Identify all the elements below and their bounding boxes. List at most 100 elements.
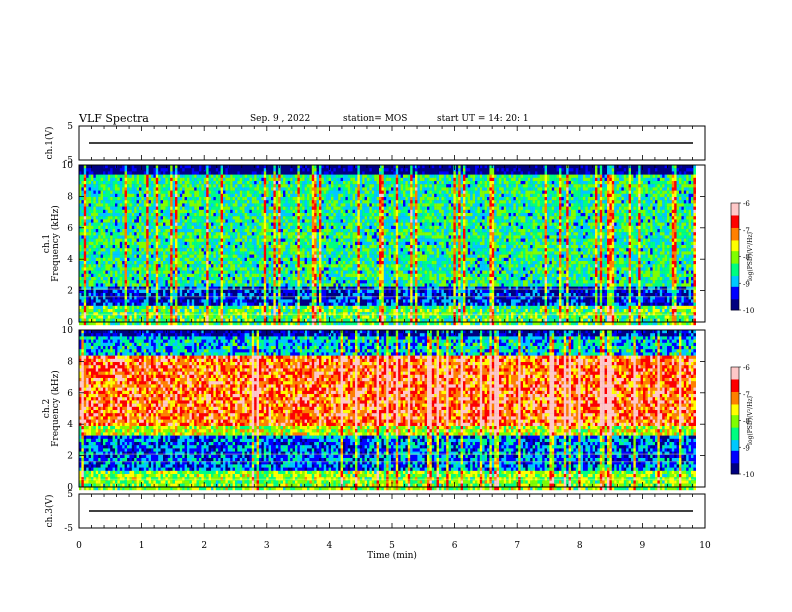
spectrogram-cell (146, 261, 149, 265)
spectrogram-cell (129, 286, 132, 290)
spectrogram-cell (211, 222, 214, 226)
spectrogram-cell (191, 206, 195, 210)
spectrogram-cell (107, 254, 111, 258)
spectrogram-cell (237, 213, 240, 217)
spectrogram-cell (292, 315, 296, 319)
spectrogram-cell (81, 209, 84, 214)
spectrogram-cell (136, 248, 140, 252)
spectrogram-cell (182, 315, 185, 319)
spectrogram-cell (191, 171, 195, 175)
spectrogram-cell (134, 177, 137, 182)
spectrogram-cell (206, 219, 209, 223)
spectrogram-cell (172, 181, 176, 185)
spectrogram-cell (271, 267, 274, 271)
spectrogram-cell (83, 238, 87, 242)
spectrogram-cell (103, 209, 106, 214)
spectrogram-cell (151, 181, 154, 185)
spectrogram-cell (196, 200, 200, 204)
spectrogram-cell (227, 257, 231, 262)
spectrogram-cell (160, 187, 164, 191)
spectrogram-cell (225, 197, 228, 201)
spectrogram-cell (79, 318, 82, 322)
spectrogram-cell (91, 200, 94, 204)
spectrogram-cell (172, 168, 176, 172)
spectrogram-cell (285, 190, 288, 194)
spectrogram-cell (139, 168, 142, 172)
spectrogram-cell (191, 193, 195, 198)
spectrogram-cell (227, 248, 231, 252)
spectrogram-cell (230, 238, 233, 242)
spectrogram-cell (237, 238, 240, 242)
spectrogram-cell (215, 248, 219, 252)
spectrogram-cell (211, 209, 214, 214)
spectrogram-cell (105, 222, 108, 226)
spectrogram-cell (227, 264, 231, 268)
spectrogram-cell (117, 318, 120, 322)
spectrogram-cell (285, 264, 288, 268)
spectrogram-cell (213, 190, 216, 194)
spectrogram-cell (103, 273, 106, 278)
spectrogram-cell (139, 206, 142, 210)
spectrogram-cell (167, 280, 171, 284)
spectrogram-cell (131, 193, 135, 198)
spectrogram-cell (103, 168, 106, 172)
spectrogram-cell (175, 216, 178, 220)
spectrogram-cell (81, 187, 84, 191)
spectrogram-cell (191, 222, 195, 226)
spectrogram-cell (95, 184, 99, 188)
spectrogram-cell (127, 203, 130, 207)
spectrogram-cell (256, 273, 260, 278)
spectrogram-cell (151, 293, 154, 297)
spectrogram-cell (201, 321, 204, 326)
spectrogram-cell (182, 261, 185, 265)
spectrogram-cell (232, 235, 236, 239)
spectrogram-cell (105, 241, 108, 246)
spectrogram-cell (227, 203, 231, 207)
spectrogram-cell (268, 289, 272, 294)
spectrogram-cell (220, 174, 224, 178)
spectrogram-cell (259, 283, 262, 287)
spectrogram-cell (211, 216, 214, 220)
spectrogram-cell (119, 286, 123, 290)
spectrogram-cell (189, 264, 192, 268)
spectrogram-cell (309, 219, 312, 223)
spectrogram-cell (239, 238, 243, 242)
spectrogram-cell (107, 209, 111, 214)
spectrogram-cell (105, 225, 108, 230)
spectrogram-cell (83, 168, 87, 172)
spectrogram-cell (122, 209, 125, 214)
spectrogram-cell (191, 245, 195, 249)
spectrogram-cell (256, 222, 260, 226)
spectrogram-cell (95, 283, 99, 287)
spectrogram-cell (199, 318, 202, 322)
spectrogram-cell (256, 174, 260, 178)
spectrogram-cell (299, 309, 303, 313)
spectrogram-cell (271, 264, 274, 268)
spectrogram-cell (163, 309, 166, 313)
spectrogram-cell (311, 257, 315, 262)
spectrogram-cell (309, 283, 312, 287)
spectrogram-cell (189, 267, 192, 271)
spectrogram-cell (143, 293, 147, 297)
spectrogram-cell (131, 293, 135, 297)
spectrogram-cell (165, 200, 168, 204)
spectrogram-cell (218, 245, 221, 249)
spectrogram-cell (175, 270, 178, 274)
spectrogram-cell (208, 229, 212, 233)
spectrogram-cell (259, 270, 262, 274)
spectrogram-cell (211, 305, 214, 310)
spectrogram-cell (268, 206, 272, 210)
spectrogram-cell (158, 289, 161, 294)
spectrogram-cell (91, 315, 94, 319)
spectrogram-cell (146, 225, 149, 230)
spectrogram-cell (213, 257, 216, 262)
spectrogram-cell (223, 305, 226, 310)
spectrogram-cell (93, 305, 96, 310)
spectrogram-cell (311, 235, 315, 239)
spectrogram-cell (112, 309, 116, 313)
spectrogram-cell (136, 209, 140, 214)
spectrogram-cell (127, 315, 130, 319)
spectrogram-cell (199, 197, 202, 201)
spectrogram-cell (259, 305, 262, 310)
spectrogram-cell (153, 197, 156, 201)
